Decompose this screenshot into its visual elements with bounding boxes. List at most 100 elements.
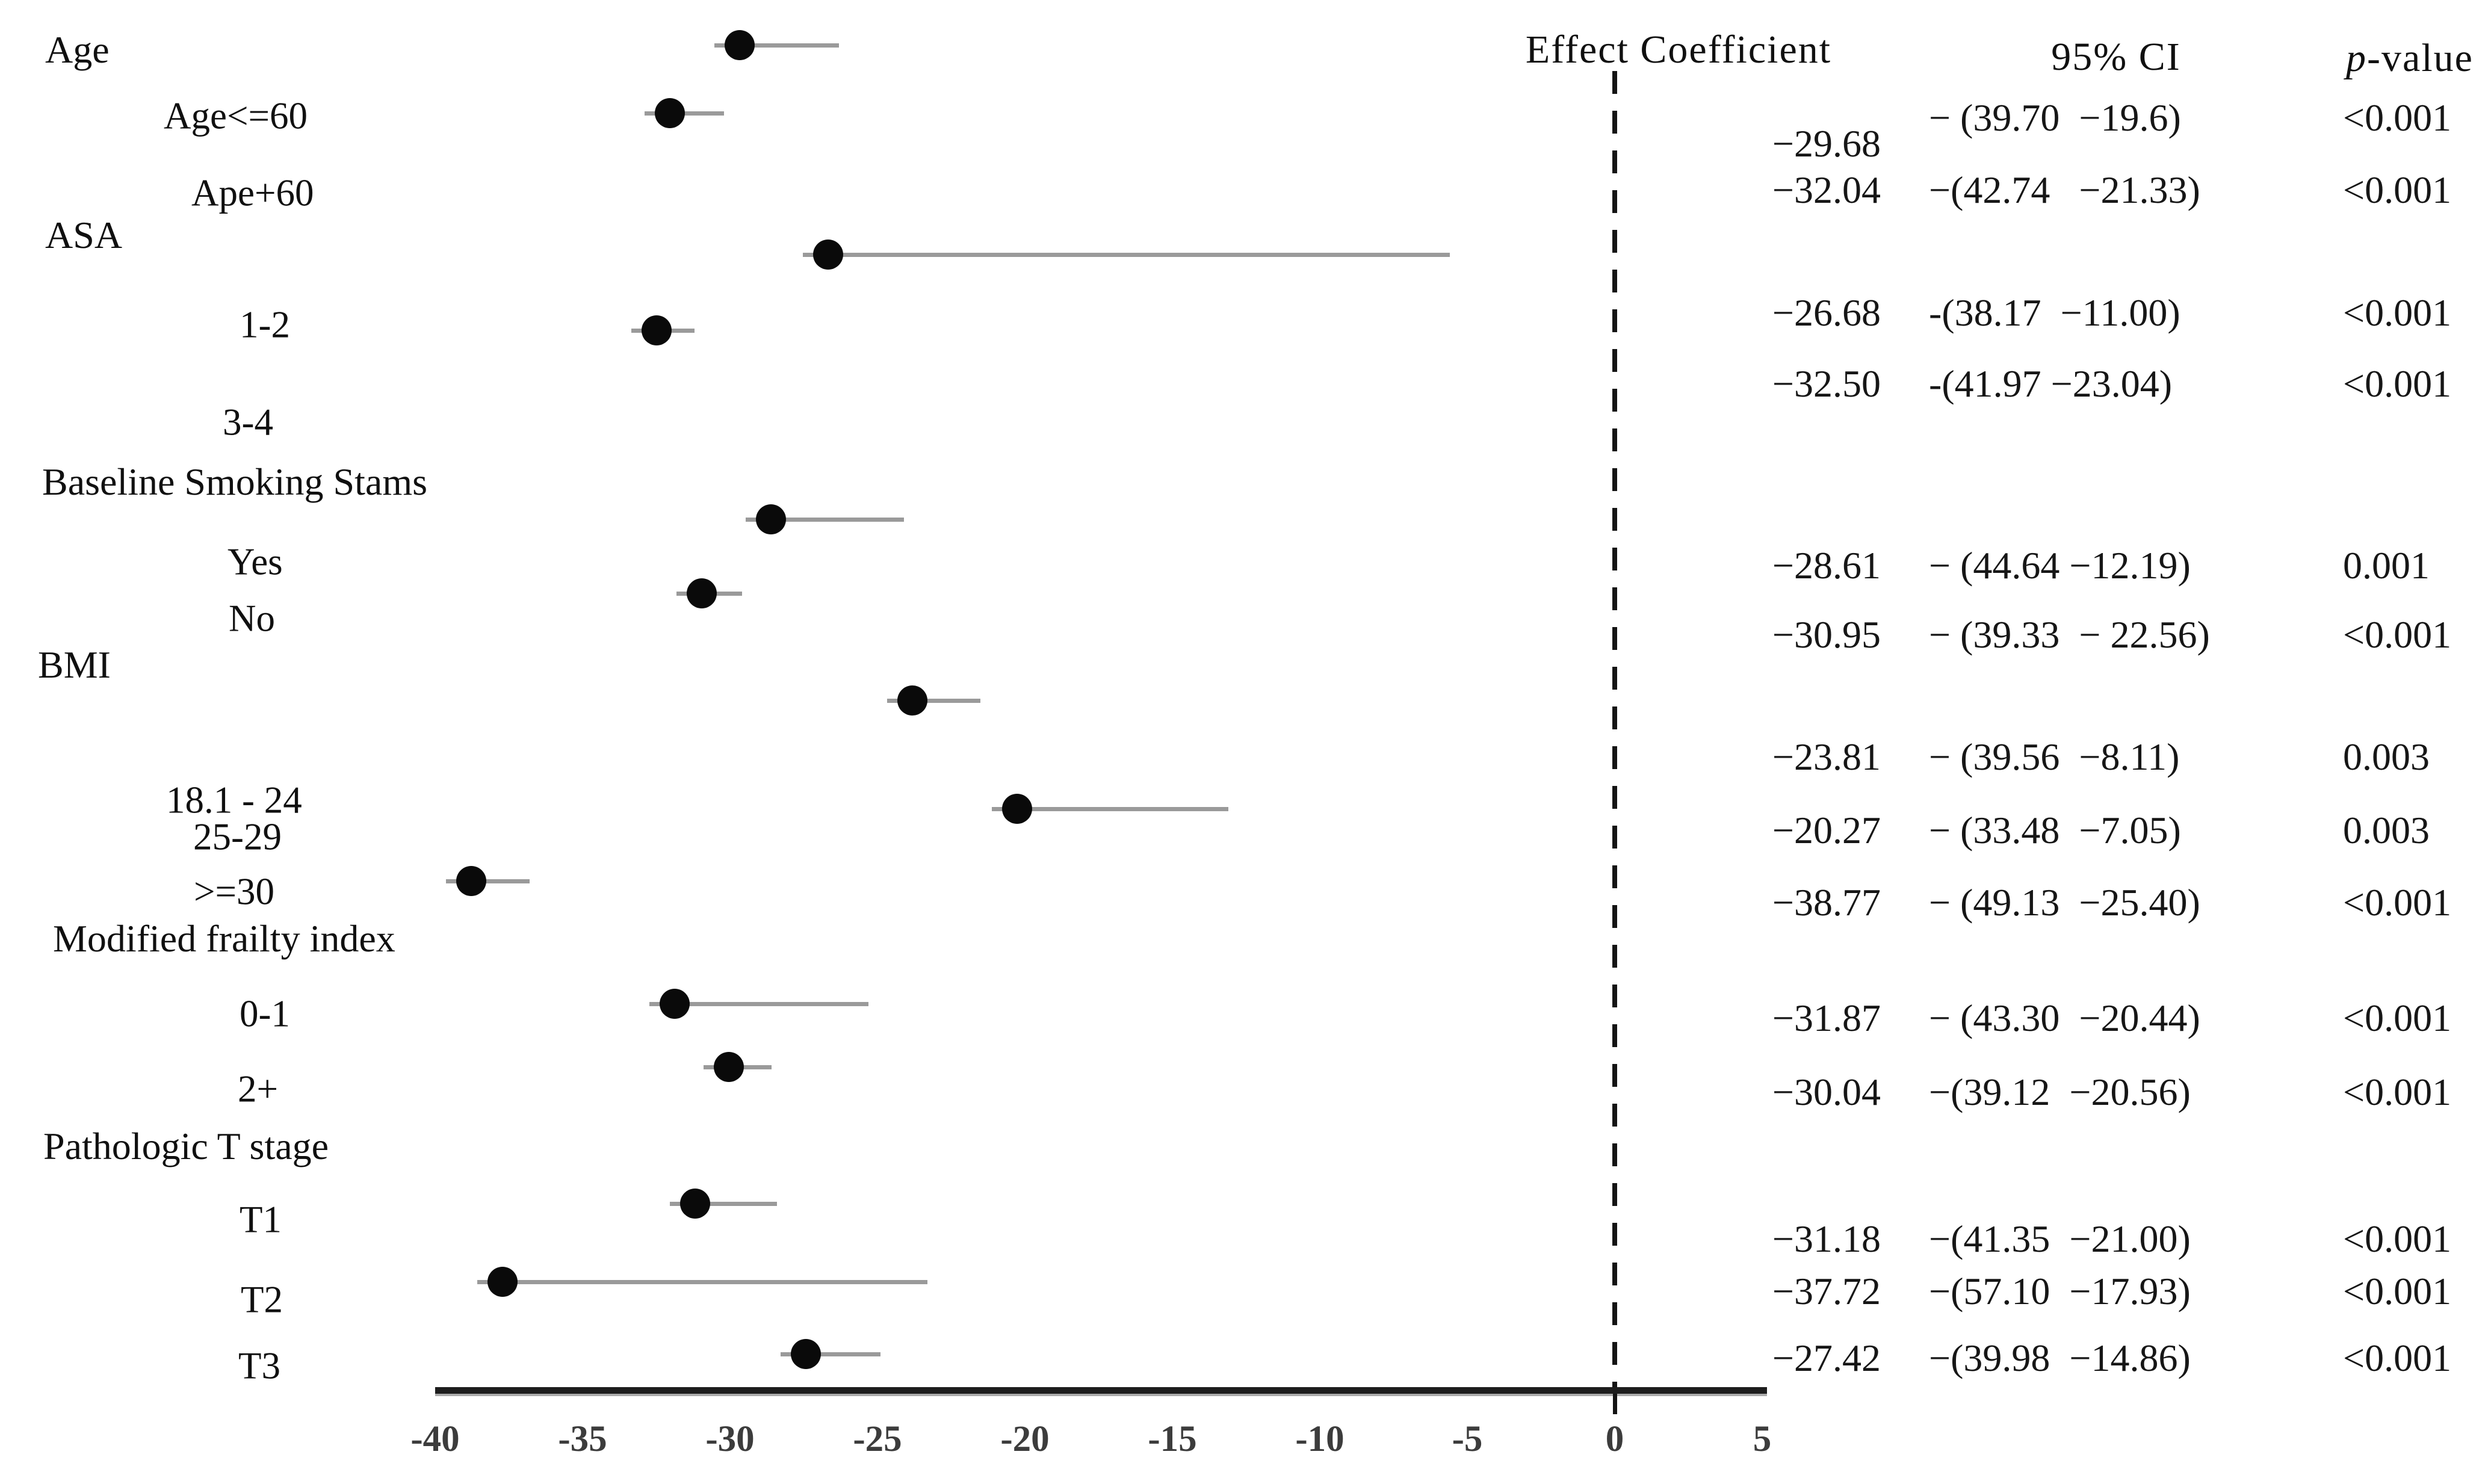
x-axis-tick-label: -35: [558, 1419, 607, 1459]
effect-coefficient-value: −31.18: [1772, 1217, 1881, 1260]
effect-coefficient-value: −26.68: [1772, 291, 1881, 334]
ci-value: − (43.30 −20.44): [1929, 997, 2200, 1039]
x-axis-zero-tick: [1613, 1394, 1617, 1414]
effect-coefficient-value: −30.95: [1772, 613, 1881, 656]
ci-value: -(38.17 −11.00): [1929, 291, 2180, 334]
p-value: <0.001: [2343, 613, 2452, 656]
p-value: <0.001: [2343, 96, 2452, 139]
p-value: <0.001: [2343, 1217, 2452, 1260]
row-label: No: [229, 597, 275, 640]
effect-coefficient-value: −28.61: [1772, 544, 1881, 587]
p-value: <0.001: [2343, 291, 2452, 334]
ci-whisker: [781, 1352, 880, 1356]
x-axis-tick-label: 5: [1753, 1419, 1772, 1459]
x-axis-tick-label: -30: [705, 1419, 755, 1459]
ci-value: − (39.33 − 22.56): [1929, 613, 2210, 656]
ci-value: −(42.74 −21.33): [1929, 168, 2200, 211]
effect-coefficient-value: −38.77: [1772, 881, 1881, 924]
row-label: Yes: [227, 540, 283, 583]
ci-whisker: [446, 879, 530, 883]
ci-value: − (33.48 −7.05): [1929, 809, 2181, 852]
group-label: ASA: [45, 214, 123, 256]
row-label: Ape+60: [191, 172, 314, 214]
ci-whisker: [649, 1002, 869, 1006]
p-value: 0.001: [2343, 544, 2430, 587]
effect-coefficient-value: −27.42: [1772, 1337, 1881, 1379]
x-axis-tick-label: -20: [1000, 1419, 1050, 1459]
column-header-95ci: 95% CI: [2051, 35, 2181, 79]
point-estimate-dot: [680, 1189, 711, 1219]
effect-coefficient-value: −31.87: [1772, 997, 1881, 1039]
column-header-pvalue: p-value: [2346, 36, 2474, 81]
group-label: Baseline Smoking Stams: [42, 460, 427, 503]
ci-value: −(57.10 −17.93): [1929, 1270, 2191, 1312]
point-estimate-dot: [714, 1052, 744, 1082]
ci-whisker: [714, 43, 840, 48]
pvalue-italic-p: p: [2346, 36, 2368, 80]
p-value: <0.001: [2343, 168, 2452, 211]
row-label: 0-1: [240, 992, 290, 1035]
effect-coefficient-value: −32.04: [1772, 168, 1881, 211]
ci-whisker: [887, 699, 981, 703]
x-axis-tick-label: -5: [1452, 1419, 1483, 1459]
p-value: 0.003: [2343, 735, 2430, 778]
pvalue-suffix: -value: [2367, 36, 2474, 80]
zero-reference-dashed-line: [1612, 71, 1617, 1391]
row-label: T2: [241, 1278, 283, 1321]
effect-coefficient-value: −29.68: [1772, 122, 1881, 165]
group-label: Modified frailty index: [53, 917, 395, 960]
group-label: Age: [45, 28, 110, 71]
effect-coefficient-value: −23.81: [1772, 735, 1881, 778]
point-estimate-dot: [791, 1339, 822, 1369]
point-estimate-dot: [641, 315, 672, 345]
point-estimate-dot: [812, 240, 843, 270]
effect-coefficient-value: −37.72: [1772, 1270, 1881, 1312]
effect-coefficient-value: −30.04: [1772, 1071, 1881, 1113]
row-label: 18.1 - 24: [166, 779, 302, 821]
point-estimate-dot: [655, 98, 685, 128]
row-label: T3: [238, 1344, 280, 1387]
point-estimate-dot: [487, 1267, 518, 1297]
group-label: BMI: [38, 643, 111, 686]
x-axis-tick-label: 0: [1605, 1419, 1624, 1459]
column-header-effect-coefficient: Effect Coefficient: [1525, 28, 1832, 72]
row-label: 3-4: [223, 401, 273, 444]
point-estimate-dot: [1001, 794, 1032, 824]
p-value: <0.001: [2343, 1071, 2452, 1113]
ci-value: −(39.98 −14.86): [1929, 1337, 2191, 1379]
x-axis-tick-label: -40: [410, 1419, 460, 1459]
row-label: Age<=60: [164, 94, 308, 137]
effect-coefficient-value: −32.50: [1772, 362, 1881, 405]
effect-coefficient-value: −20.27: [1772, 809, 1881, 852]
ci-whisker: [746, 518, 905, 522]
point-estimate-dot: [897, 685, 928, 716]
p-value: <0.001: [2343, 997, 2452, 1039]
point-estimate-dot: [756, 504, 787, 534]
ci-whisker: [477, 1280, 928, 1284]
ci-value: − (39.56 −8.11): [1929, 735, 2180, 778]
x-axis-tick-label: -25: [853, 1419, 902, 1459]
x-axis-line: [435, 1387, 1767, 1396]
p-value: 0.003: [2343, 809, 2430, 852]
row-label: 25-29: [193, 815, 282, 858]
row-label: >=30: [194, 870, 275, 913]
ci-value: -(41.97 −23.04): [1929, 362, 2173, 405]
p-value: <0.001: [2343, 362, 2452, 405]
x-axis-tick-label: -10: [1295, 1419, 1345, 1459]
row-label: 2+: [238, 1068, 279, 1110]
p-value: <0.001: [2343, 1270, 2452, 1312]
ci-whisker: [802, 253, 1450, 257]
row-label: T1: [240, 1198, 282, 1241]
x-axis-tick-label: -15: [1148, 1419, 1197, 1459]
ci-value: −(41.35 −21.00): [1929, 1217, 2191, 1260]
ci-value: − (44.64 −12.19): [1929, 544, 2191, 587]
point-estimate-dot: [660, 989, 690, 1019]
ci-whisker: [991, 807, 1229, 811]
point-estimate-dot: [687, 578, 717, 608]
point-estimate-dot: [456, 866, 487, 896]
p-value: <0.001: [2343, 1337, 2452, 1379]
ci-whisker: [670, 1202, 778, 1206]
ci-value: − (49.13 −25.40): [1929, 881, 2200, 924]
point-estimate-dot: [724, 30, 755, 60]
